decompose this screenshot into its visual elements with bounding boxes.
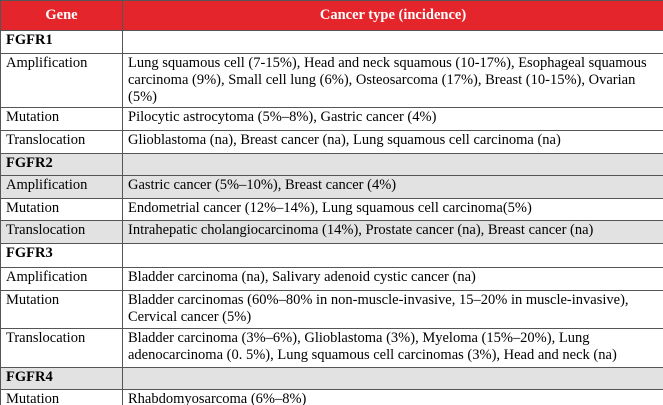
gene-cell: Translocation xyxy=(0,328,123,368)
gene-cell: FGFR2 xyxy=(0,153,123,176)
empty-cell xyxy=(122,30,663,54)
table-row: Mutation Bladder carcinomas (60%–80% in n… xyxy=(0,290,663,329)
table-row: Amplification Bladder carcinoma (na), Sal… xyxy=(0,267,663,291)
table-body: FGFR1 Amplification Lung squamous cell (7-… xyxy=(0,30,663,405)
empty-cell xyxy=(122,153,663,176)
cancer-type-cell: Bladder carcinoma (na), Salivary adenoid… xyxy=(122,267,663,291)
gene-cell: Mutation xyxy=(0,389,123,405)
table-row: Translocation Glioblastoma (na), Breast c… xyxy=(0,130,663,154)
cancer-type-cell: Rhabdomyosarcoma (6%–8%) xyxy=(122,389,663,405)
cancer-type-cell: Endometrial cancer (12%–14%), Lung squam… xyxy=(122,198,663,221)
gene-cell: Translocation xyxy=(0,130,123,154)
table-row: FGFR4 xyxy=(0,367,663,390)
table-row: Amplification Gastric cancer (5%–10%), Br… xyxy=(0,175,663,199)
cancer-type-cell: Bladder carcinoma (3%–6%), Glioblastoma … xyxy=(122,328,663,368)
gene-cell: Translocation xyxy=(0,220,123,244)
cancer-type-cell: Pilocytic astrocytoma (5%–8%), Gastric c… xyxy=(122,107,663,131)
empty-cell xyxy=(122,367,663,390)
empty-cell xyxy=(122,243,663,268)
header-cell: Cancer type (incidence) xyxy=(122,0,663,31)
gene-cell: Mutation xyxy=(0,290,123,329)
table-row: Translocation Bladder carcinoma (3%–6%), … xyxy=(0,328,663,368)
table-row: Mutation Rhabdomyosarcoma (6%–8%) xyxy=(0,389,663,405)
gene-cell: Amplification xyxy=(0,175,123,199)
table-row: FGFR2 xyxy=(0,153,663,176)
header-row: Gene Cancer type (incidence) xyxy=(0,0,663,31)
cancer-type-cell: Bladder carcinomas (60%–80% in non-muscl… xyxy=(122,290,663,329)
gene-cell: FGFR1 xyxy=(0,30,123,54)
gene-cell: FGFR3 xyxy=(0,243,123,268)
gene-cell: Mutation xyxy=(0,107,123,131)
table-row: Mutation Pilocytic astrocytoma (5%–8%), G… xyxy=(0,107,663,131)
table-row: Mutation Endometrial cancer (12%–14%), Lu… xyxy=(0,198,663,221)
cancer-type-cell: Intrahepatic cholangiocarcinoma (14%), P… xyxy=(122,220,663,244)
cancer-type-cell: Gastric cancer (5%–10%), Breast cancer (… xyxy=(122,175,663,199)
table-row: FGFR1 xyxy=(0,30,663,54)
gene-cell: Amplification xyxy=(0,53,123,108)
gene-cell: Amplification xyxy=(0,267,123,291)
table-row: Amplification Lung squamous cell (7-15%),… xyxy=(0,53,663,108)
gene-cell: FGFR4 xyxy=(0,367,123,390)
cancer-type-cell: Glioblastoma (na), Breast cancer (na), L… xyxy=(122,130,663,154)
table-row: FGFR3 xyxy=(0,243,663,268)
header-cell: Gene xyxy=(0,0,123,31)
cancer-type-cell: Lung squamous cell (7-15%), Head and nec… xyxy=(122,53,663,108)
table-row: Translocation Intrahepatic cholangiocarci… xyxy=(0,220,663,244)
gene-cell: Mutation xyxy=(0,198,123,221)
